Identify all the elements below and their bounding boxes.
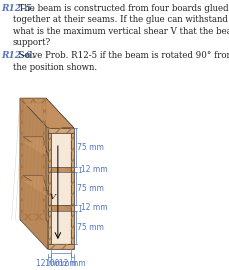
Bar: [48, 133, 51, 244]
Text: 12 mm: 12 mm: [59, 259, 85, 268]
Bar: [70, 133, 74, 244]
Bar: [20, 103, 23, 214]
Polygon shape: [46, 98, 74, 249]
Bar: [20, 98, 46, 103]
Text: The beam is constructed from four boards glued
together at their seams. If the g: The beam is constructed from four boards…: [13, 4, 229, 47]
Bar: [51, 133, 70, 167]
Bar: [20, 98, 46, 103]
Bar: [48, 133, 51, 244]
Text: 75 mm: 75 mm: [76, 223, 103, 232]
Polygon shape: [20, 98, 48, 249]
Bar: [43, 103, 46, 214]
Polygon shape: [23, 137, 70, 167]
Bar: [51, 211, 70, 244]
Bar: [20, 214, 46, 220]
Polygon shape: [23, 176, 70, 205]
Text: R12–5.: R12–5.: [1, 4, 35, 13]
Text: 75 mm: 75 mm: [76, 143, 103, 152]
Text: 12 mm: 12 mm: [36, 259, 62, 268]
Bar: [48, 128, 74, 133]
Bar: [51, 172, 70, 205]
Text: R12–6.: R12–6.: [1, 52, 35, 60]
Bar: [20, 103, 23, 214]
Bar: [48, 244, 74, 249]
Polygon shape: [23, 103, 70, 133]
Text: Solve Prob. R12-5 if the beam is rotated 90° from
the position shown.: Solve Prob. R12-5 if the beam is rotated…: [13, 52, 229, 72]
Text: 12 mm: 12 mm: [81, 165, 107, 174]
Bar: [20, 214, 46, 220]
Text: 75 mm: 75 mm: [76, 184, 103, 193]
Polygon shape: [20, 98, 74, 128]
Bar: [43, 103, 46, 214]
Bar: [48, 128, 74, 133]
Text: 100 mm: 100 mm: [45, 259, 76, 268]
Text: 12 mm: 12 mm: [81, 203, 107, 212]
Polygon shape: [23, 142, 70, 172]
Text: V: V: [49, 194, 55, 201]
Bar: [48, 244, 74, 249]
Polygon shape: [23, 181, 70, 211]
Bar: [70, 133, 74, 244]
